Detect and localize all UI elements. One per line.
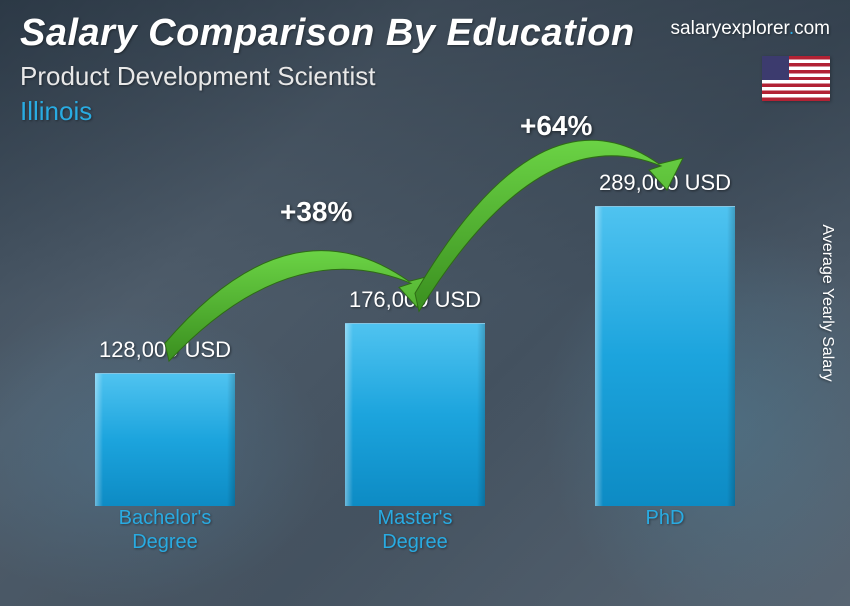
- page-location: Illinois: [20, 96, 830, 127]
- bar-group: 128,000 USD: [65, 337, 265, 506]
- bar: [345, 323, 485, 506]
- bar-value: 128,000 USD: [99, 337, 231, 363]
- bar: [95, 373, 235, 506]
- flag-icon: [762, 56, 830, 101]
- increase-label: +64%: [520, 110, 592, 142]
- chart-area: 128,000 USD176,000 USD289,000 USD Bachel…: [40, 180, 790, 546]
- brand-post: com: [794, 18, 830, 39]
- x-axis-label: PhD: [565, 506, 765, 554]
- page-subtitle: Product Development Scientist: [20, 61, 830, 92]
- bar-value: 176,000 USD: [349, 287, 481, 313]
- increase-label: +38%: [280, 196, 352, 228]
- bar-value: 289,000 USD: [599, 170, 731, 196]
- brand-pre: salaryexplorer: [671, 18, 789, 39]
- x-axis-label: Master'sDegree: [315, 506, 515, 554]
- x-axis-label: Bachelor'sDegree: [65, 506, 265, 554]
- y-axis-label: Average Yearly Salary: [818, 224, 836, 381]
- x-labels-container: Bachelor'sDegree Master'sDegree PhD: [40, 506, 790, 554]
- bar-group: 176,000 USD: [315, 287, 515, 506]
- bar: [595, 206, 735, 506]
- bar-group: 289,000 USD: [565, 170, 765, 506]
- bars-container: 128,000 USD176,000 USD289,000 USD: [40, 180, 790, 506]
- brand-logo: salaryexplorer.com: [671, 18, 830, 40]
